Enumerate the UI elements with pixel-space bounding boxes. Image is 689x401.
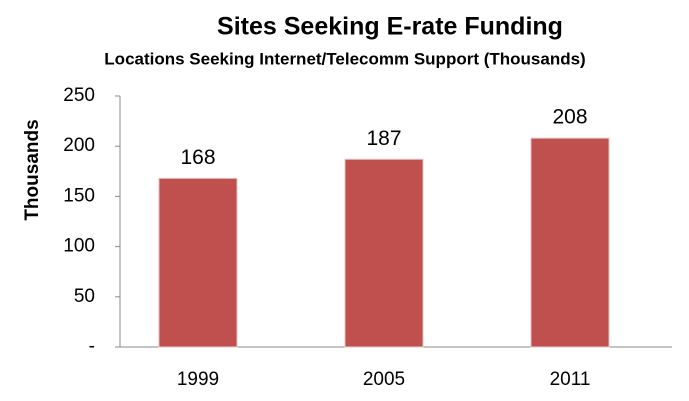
y-axis-label: Thousands bbox=[22, 119, 43, 220]
value-label: 208 bbox=[552, 106, 587, 129]
y-tick-label: 150 bbox=[63, 185, 95, 206]
y-tick-label: - bbox=[89, 336, 95, 357]
y-tick-label: 50 bbox=[74, 286, 95, 307]
x-tick-label: 2005 bbox=[363, 369, 405, 390]
bar bbox=[530, 137, 610, 348]
bar bbox=[158, 177, 238, 348]
y-tick-label: 200 bbox=[63, 135, 95, 156]
value-label: 187 bbox=[366, 127, 401, 150]
x-tick-label: 1999 bbox=[177, 369, 219, 390]
y-tick-label: 250 bbox=[63, 85, 95, 106]
chart-subtitle: Locations Seeking Internet/Telecomm Supp… bbox=[104, 49, 585, 68]
value-label: 168 bbox=[180, 146, 215, 169]
chart-title: Sites Seeking E-rate Funding bbox=[217, 13, 563, 41]
y-tick-label: 100 bbox=[63, 236, 95, 257]
bar bbox=[344, 158, 424, 348]
x-tick-label: 2011 bbox=[550, 369, 591, 390]
